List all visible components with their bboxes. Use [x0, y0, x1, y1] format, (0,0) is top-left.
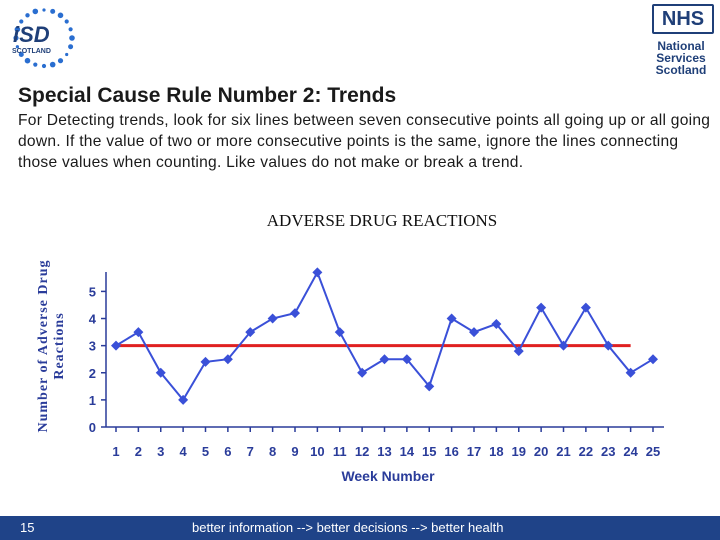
x-tick-label: 23	[601, 444, 615, 459]
nhs-logo-line1: National	[657, 39, 705, 53]
logo-dot	[41, 63, 47, 69]
x-tick-label: 22	[579, 444, 593, 459]
y-tick-label: 5	[89, 284, 96, 299]
chart-title: ADVERSE DRUG REACTIONS	[267, 211, 497, 230]
logo-dot	[69, 35, 75, 41]
y-tick-label: 0	[89, 420, 96, 435]
logo-dot	[49, 61, 56, 68]
y-tick-label: 2	[89, 366, 96, 381]
data-point	[379, 354, 390, 365]
logo-dot	[33, 62, 38, 67]
x-tick-label: 10	[310, 444, 324, 459]
isd-logo-text: iSD	[13, 22, 50, 47]
data-point	[200, 356, 211, 367]
data-point	[558, 340, 569, 351]
logo-dot	[25, 13, 30, 18]
nhs-logo: NHS National Services Scotland	[648, 4, 714, 78]
y-tick-label: 1	[89, 393, 96, 408]
x-tick-label: 2	[135, 444, 142, 459]
data-point	[469, 327, 479, 338]
data-point	[133, 327, 144, 338]
logo-dot	[68, 27, 73, 32]
x-tick-label: 14	[400, 444, 415, 459]
x-axis-label: Week Number	[341, 468, 435, 484]
nhs-logo-line2: Services	[656, 51, 706, 65]
isd-logo-graphic: iSD SCOTLAND	[12, 8, 75, 69]
x-tick-label: 15	[422, 444, 436, 459]
data-point	[267, 313, 278, 324]
logo-dot	[13, 35, 19, 41]
slide-title: Special Cause Rule Number 2: Trends	[18, 84, 397, 107]
data-point	[155, 367, 166, 378]
x-tick-label: 11	[333, 444, 347, 459]
data-point	[111, 340, 121, 351]
x-tick-label: 17	[467, 444, 481, 459]
x-tick-label: 21	[556, 444, 570, 459]
logo-dot	[42, 8, 46, 12]
data-point	[178, 394, 189, 405]
x-tick-label: 9	[291, 444, 298, 459]
data-point	[536, 302, 547, 313]
data-point	[222, 354, 233, 365]
y-tick-label: 3	[89, 339, 96, 354]
data-point	[580, 302, 591, 313]
y-axis-label: Number of Adverse DrugReactions	[36, 259, 67, 432]
footer-bar: 15 better information --> better decisio…	[0, 516, 720, 540]
logo-dot	[57, 12, 64, 19]
data-point	[401, 354, 412, 365]
logo-dot	[68, 44, 74, 50]
page-number: 15	[20, 520, 35, 535]
x-tick-label: 13	[377, 444, 391, 459]
logo-dot	[14, 26, 21, 33]
x-tick-label: 8	[269, 444, 276, 459]
x-tick-label: 25	[646, 444, 660, 459]
x-tick-label: 6	[224, 444, 231, 459]
nhs-badge: NHS	[652, 4, 714, 34]
x-tick-label: 12	[355, 444, 369, 459]
data-point	[424, 381, 435, 392]
logo-dot	[50, 8, 56, 14]
data-point	[446, 313, 457, 324]
trend-chart: ADVERSE DRUG REACTIONS Number of Adverse…	[36, 211, 664, 484]
x-tick-label: 4	[180, 444, 188, 459]
logo-dot	[32, 8, 39, 15]
x-tick-label: 7	[247, 444, 254, 459]
data-point	[245, 327, 256, 338]
y-tick-label: 4	[89, 312, 97, 327]
x-tick-label: 24	[623, 444, 638, 459]
data-point	[648, 354, 658, 365]
data-point	[513, 346, 524, 357]
logo-dot	[24, 57, 31, 64]
x-tick-label: 3	[157, 444, 164, 459]
data-point	[491, 318, 502, 329]
logo-dot	[57, 58, 64, 64]
footer-tagline: better information --> better decisions …	[192, 520, 504, 535]
x-tick-label: 20	[534, 444, 548, 459]
x-tick-label: 19	[512, 444, 526, 459]
nhs-logo-line3: Scotland	[655, 63, 707, 77]
logo-dot	[19, 19, 24, 24]
isd-logo: iSD SCOTLAND	[6, 6, 78, 74]
slide-description: For Detecting trends, look for six lines…	[18, 112, 711, 171]
logo-dot	[64, 19, 69, 24]
data-point	[312, 267, 323, 278]
x-tick-label: 16	[444, 444, 458, 459]
data-point	[334, 327, 345, 338]
data-point	[357, 367, 368, 378]
logo-dot	[65, 52, 69, 57]
data-point	[603, 340, 614, 351]
data-point	[625, 367, 636, 378]
logo-dot	[15, 45, 19, 49]
data-point	[290, 308, 300, 319]
x-tick-label: 1	[112, 444, 119, 459]
series-line	[115, 270, 654, 402]
x-tick-label: 18	[489, 444, 503, 459]
logo-dot	[18, 52, 24, 57]
isd-logo-region: SCOTLAND	[12, 48, 51, 55]
x-tick-label: 5	[202, 444, 209, 459]
